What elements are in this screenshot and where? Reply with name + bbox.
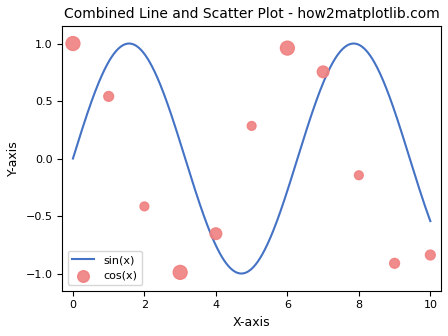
cos(x)	[284, 45, 291, 51]
cos(x)	[248, 123, 255, 129]
cos(x)	[69, 41, 77, 46]
cos(x)	[319, 69, 327, 75]
cos(x)	[427, 252, 434, 258]
sin(x)	[70, 157, 76, 161]
sin(x)	[351, 42, 357, 46]
sin(x)	[239, 271, 244, 276]
Title: Combined Line and Scatter Plot - how2matplotlib.com: Combined Line and Scatter Plot - how2mat…	[64, 7, 439, 21]
cos(x)	[212, 231, 220, 237]
sin(x)	[421, 199, 426, 203]
X-axis label: X-axis: X-axis	[233, 316, 271, 329]
sin(x)	[241, 271, 246, 276]
sin(x)	[428, 219, 433, 223]
sin(x)	[365, 50, 370, 54]
Line: sin(x): sin(x)	[73, 44, 431, 274]
cos(x)	[177, 270, 184, 275]
cos(x)	[355, 173, 362, 178]
cos(x)	[391, 261, 398, 266]
cos(x)	[105, 94, 112, 99]
Legend: sin(x), cos(x): sin(x), cos(x)	[68, 251, 142, 285]
sin(x)	[243, 271, 248, 275]
Y-axis label: Y-axis: Y-axis	[7, 141, 20, 176]
cos(x)	[141, 204, 148, 209]
sin(x)	[264, 243, 270, 247]
sin(x)	[284, 192, 289, 196]
